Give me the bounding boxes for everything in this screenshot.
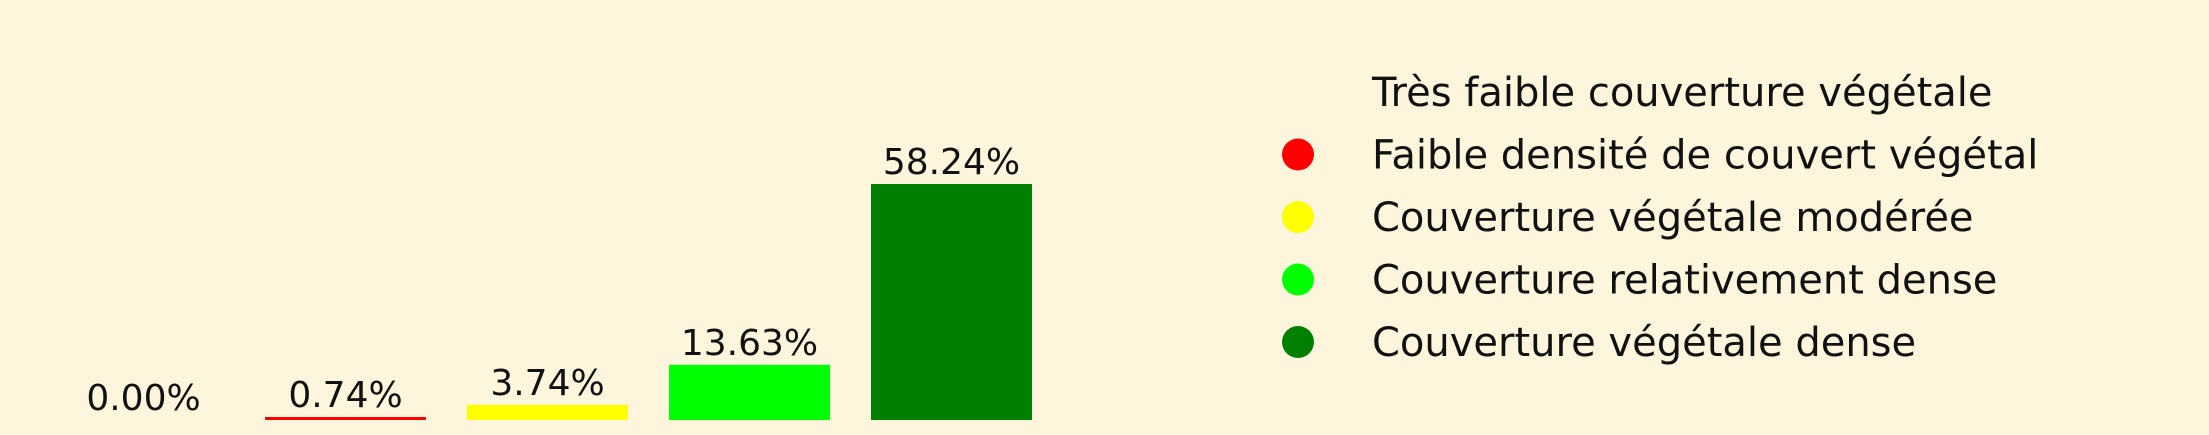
legend-label-3: Couverture végétale modérée [1372,195,1974,241]
legend: Très faible couverture végétale Faible de… [1282,70,2038,366]
bars-group: 0.00% 0.74% 3.74% 13.63% 58.24% [86,142,1032,420]
legend-marker-5 [1282,326,1314,358]
bar-2 [265,417,426,420]
bar-5 [871,184,1032,420]
bar-value-label-3: 3.74% [490,363,604,404]
legend-marker-2 [1282,138,1314,171]
bar-3 [467,404,628,420]
legend-label-4: Couverture relativement dense [1372,258,1997,304]
bar-value-label-5: 58.24% [883,142,1020,183]
bar-value-label-1: 0.00% [86,378,200,419]
legend-marker-4 [1282,263,1314,296]
legend-label-5: Couverture végétale dense [1372,320,1916,366]
legend-label-1: Très faible couverture végétale [1371,70,1993,116]
legend-marker-1 [1282,76,1314,108]
bar-value-label-2: 0.74% [288,375,402,416]
legend-label-2: Faible densité de couvert végétal [1372,133,2038,179]
bar-4 [669,364,830,420]
bar-value-label-4: 13.63% [681,323,818,364]
legend-marker-3 [1282,201,1314,233]
